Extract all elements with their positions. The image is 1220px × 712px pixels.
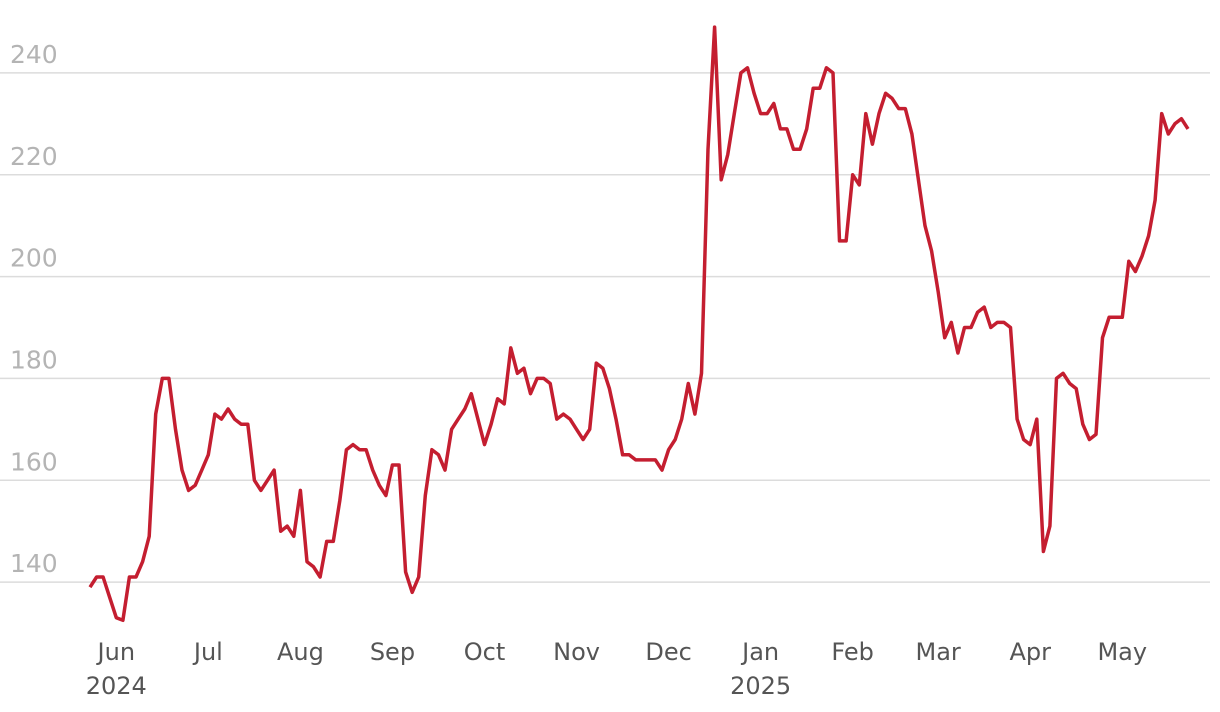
x-tick-label: Jul	[192, 638, 223, 666]
y-tick-label: 160	[10, 447, 58, 476]
x-tick-label: Jan 2025	[730, 638, 791, 700]
x-tick-label: Dec	[645, 638, 691, 666]
y-tick-label: 180	[10, 345, 58, 374]
x-tick-label: May	[1097, 638, 1147, 666]
x-tick-label: Feb	[831, 638, 874, 666]
y-tick-label: 200	[10, 244, 58, 273]
x-tick-label: Jun 2024	[86, 638, 147, 700]
y-tick-label: 140	[10, 549, 58, 578]
x-tick-label: Mar	[916, 638, 961, 666]
y-tick-label: 220	[10, 142, 58, 171]
x-tick-label: Oct	[464, 638, 506, 666]
price-line	[88, 25, 1190, 623]
y-tick-label: 240	[10, 40, 58, 69]
x-tick-label: Apr	[1009, 638, 1051, 666]
x-tick-label: Nov	[553, 638, 600, 666]
x-tick-label: Aug	[277, 638, 324, 666]
x-tick-label: Sep	[370, 638, 415, 666]
